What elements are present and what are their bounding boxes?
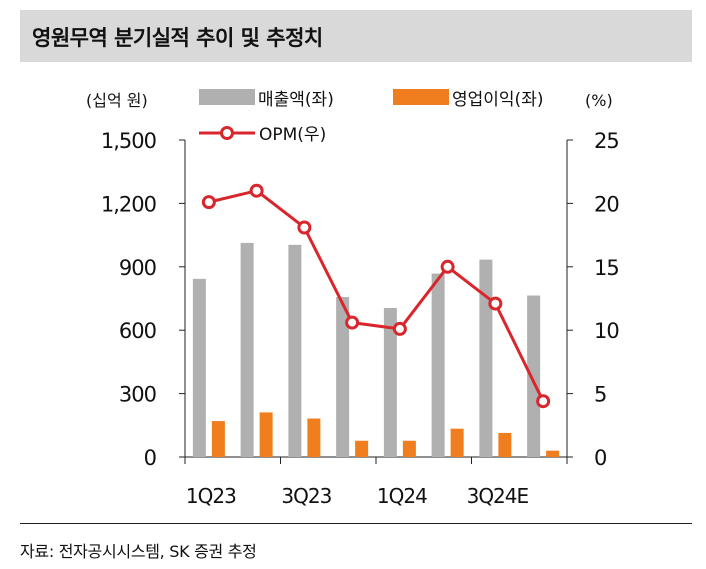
right-tick-label: 15 xyxy=(594,256,619,280)
x-tick-label: 3Q24E xyxy=(467,484,529,508)
opm-point-3Q24E xyxy=(488,296,503,311)
left-axis-unit: (십억 원) xyxy=(86,91,148,110)
left-tick-label: 300 xyxy=(119,383,156,407)
right-axis-unit: (%) xyxy=(585,91,613,110)
bar-op-4Q23 xyxy=(355,440,369,457)
opm-point-2Q23 xyxy=(249,183,264,198)
opm-point-2Q24 xyxy=(440,259,455,274)
legend-label-opm: OPM(우) xyxy=(259,125,326,145)
left-tick-label: 1,200 xyxy=(101,192,156,216)
right-tick-label: 25 xyxy=(594,129,619,153)
opm-point-1Q23 xyxy=(201,195,216,210)
left-tick-label: 900 xyxy=(119,256,156,280)
legend-swatch-op xyxy=(393,89,449,105)
bar-sales-1Q24 xyxy=(383,308,397,457)
legend-label-sales: 매출액(좌) xyxy=(258,90,334,110)
bar-op-3Q23 xyxy=(307,418,321,457)
x-tick-label: 1Q24 xyxy=(377,484,427,508)
opm-point-4Q23 xyxy=(345,315,360,330)
opm-point-3Q23 xyxy=(297,220,312,235)
chart-title: 영원무역 분기실적 추이 및 추정치 xyxy=(32,26,323,50)
x-tick-label: 3Q23 xyxy=(281,484,331,508)
bar-op-2Q23 xyxy=(259,412,273,457)
bar-op-1Q24 xyxy=(402,440,416,457)
bar-op-1Q23 xyxy=(211,421,225,457)
right-tick-label: 10 xyxy=(594,319,619,343)
footer-rule xyxy=(20,523,692,524)
bar-sales-3Q24E xyxy=(479,259,493,457)
legend-swatch-sales xyxy=(199,89,255,105)
x-tick-label: 1Q23 xyxy=(186,484,236,508)
legend-marker-opm xyxy=(220,126,234,140)
bar-sales-4Q23 xyxy=(336,297,350,457)
bar-sales-2Q24 xyxy=(431,273,445,457)
title-bar: 영원무역 분기실적 추이 및 추정치 xyxy=(20,10,692,62)
right-tick-label: 5 xyxy=(594,383,606,407)
legend-label-op: 영업이익(좌) xyxy=(452,90,543,110)
left-tick-label: 0 xyxy=(144,446,156,470)
opm-line xyxy=(208,189,545,402)
bar-op-4Q24E xyxy=(546,450,560,457)
right-tick-label: 0 xyxy=(594,446,606,470)
left-tick-label: 1,500 xyxy=(101,129,156,153)
opm-point-4Q24E xyxy=(536,394,551,409)
bar-sales-4Q24E xyxy=(527,295,541,457)
bar-sales-1Q23 xyxy=(192,278,206,457)
left-tick-label: 600 xyxy=(119,319,156,343)
bar-op-2Q24 xyxy=(450,428,464,457)
source-note: 자료: 전자공시시스템, SK 증권 추정 xyxy=(20,542,257,561)
right-tick-label: 20 xyxy=(594,192,619,216)
bar-sales-3Q23 xyxy=(288,244,302,457)
bar-op-3Q24E xyxy=(498,432,512,457)
opm-point-1Q24 xyxy=(392,321,407,336)
bar-sales-2Q23 xyxy=(240,242,254,457)
